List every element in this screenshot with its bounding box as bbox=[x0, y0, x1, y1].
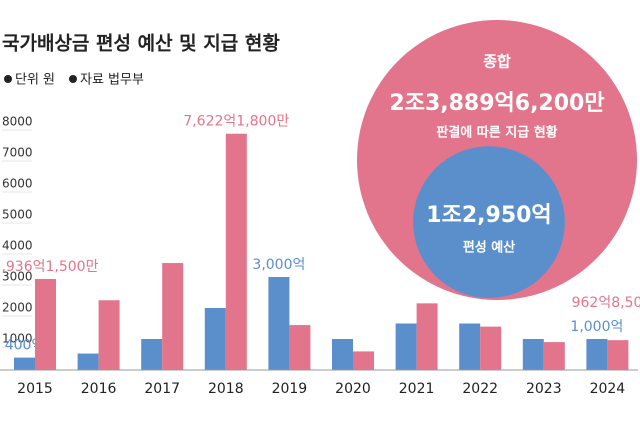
bar bbox=[586, 339, 608, 370]
note: 단위 원 bbox=[15, 73, 55, 88]
x-tick-label: 2021 bbox=[399, 381, 435, 397]
bar bbox=[268, 277, 290, 370]
x-tick-label: 2024 bbox=[590, 381, 626, 397]
value-label: 962억8,500만 bbox=[572, 295, 640, 311]
value-label: 2,936억1,500만 bbox=[0, 259, 99, 275]
bar bbox=[35, 278, 56, 370]
y-tick-label: 6000 bbox=[2, 177, 33, 191]
bar bbox=[395, 323, 417, 370]
x-tick-label: 2020 bbox=[335, 381, 371, 397]
bar bbox=[77, 353, 99, 370]
y-tick-label: 1000 bbox=[2, 332, 33, 346]
value-label: 1,000억 bbox=[570, 319, 623, 335]
x-tick-label: 2019 bbox=[272, 381, 308, 397]
bar bbox=[522, 339, 544, 370]
bar bbox=[141, 339, 163, 370]
y-tick-label: 8000 bbox=[2, 115, 33, 129]
total-payments-caption: 판결에 따른 지급 현황 bbox=[436, 125, 557, 141]
x-tick-label: 2022 bbox=[462, 381, 498, 397]
y-tick-label: 5000 bbox=[2, 208, 33, 222]
bar bbox=[98, 300, 120, 370]
bar bbox=[289, 325, 311, 370]
total-budget-label: 1조2,950억 bbox=[426, 203, 551, 228]
value-label: 3,000억 bbox=[252, 257, 305, 273]
x-tick-label: 2018 bbox=[208, 381, 244, 397]
note-bullet bbox=[69, 75, 77, 83]
bar bbox=[416, 303, 438, 370]
total-label: 종합 bbox=[483, 53, 511, 71]
bar bbox=[204, 308, 226, 370]
note-bullet bbox=[4, 75, 12, 83]
bar bbox=[225, 133, 247, 370]
x-tick-label: 2016 bbox=[81, 381, 117, 397]
bar bbox=[480, 326, 502, 370]
value-label: 400억 bbox=[5, 338, 45, 354]
bar bbox=[543, 342, 565, 370]
bar bbox=[332, 339, 353, 370]
x-tick-label: 2017 bbox=[144, 381, 180, 397]
y-tick-label: 3000 bbox=[2, 270, 33, 284]
y-tick-label: 2000 bbox=[2, 301, 33, 315]
bar bbox=[607, 340, 629, 370]
bar bbox=[14, 357, 35, 370]
bar bbox=[459, 323, 481, 370]
y-tick-label: 4000 bbox=[2, 239, 33, 253]
total-payments-label: 2조3,889억6,200만 bbox=[389, 91, 604, 116]
total-budget-bubble bbox=[413, 146, 565, 298]
bar bbox=[353, 351, 374, 370]
total-budget-caption: 편성 예산 bbox=[463, 240, 515, 256]
x-tick-label: 2015 bbox=[17, 381, 53, 397]
bar bbox=[162, 263, 184, 370]
x-tick-label: 2023 bbox=[526, 381, 562, 397]
note: 자료 법무부 bbox=[80, 73, 144, 88]
chart-title: 국가배상금 편성 예산 및 지급 현황 bbox=[2, 32, 280, 55]
y-tick-label: 7000 bbox=[2, 146, 33, 160]
value-label: 7,622억1,800만 bbox=[183, 114, 289, 130]
